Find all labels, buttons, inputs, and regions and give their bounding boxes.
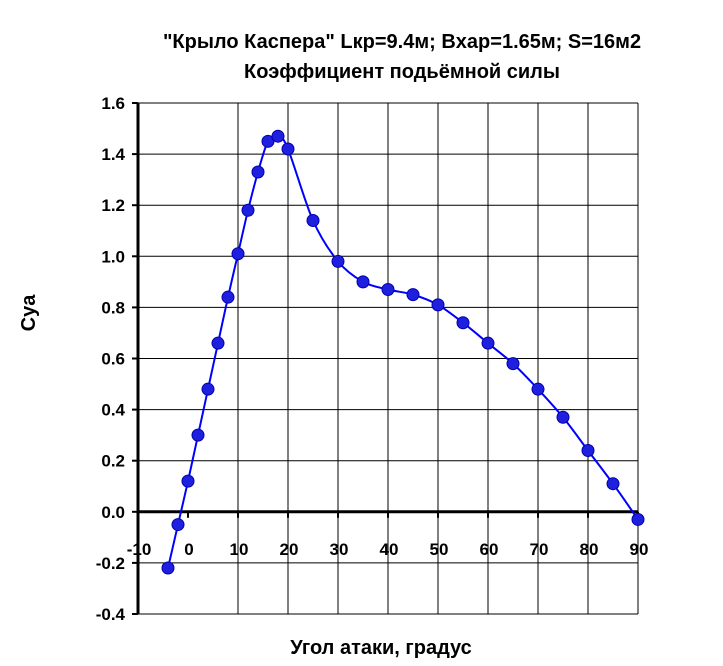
- x-tick-label: 0: [184, 540, 193, 559]
- data-point: [221, 290, 235, 304]
- y-tick-label: 0.6: [101, 350, 125, 369]
- chart-title: "Крыло Каспера" Lкр=9.4м; Bхар=1.65м; S=…: [163, 31, 641, 53]
- data-point: [631, 512, 645, 526]
- x-tick-label: 50: [430, 540, 449, 559]
- data-point: [191, 428, 205, 442]
- y-tick-label: 1.2: [101, 196, 125, 215]
- data-point: [241, 203, 255, 217]
- x-tick-label: 30: [330, 540, 349, 559]
- y-tick-label: 1.4: [101, 145, 125, 164]
- data-point: [181, 474, 195, 488]
- x-tick-label: -10: [127, 540, 152, 559]
- data-point: [506, 357, 520, 371]
- y-tick-label: 0.4: [101, 401, 125, 420]
- x-tick-label: 10: [230, 540, 249, 559]
- data-point: [306, 214, 320, 228]
- x-tick-label: 90: [630, 540, 649, 559]
- data-point: [431, 298, 445, 312]
- chart-subtitle: Коэффициент подьёмной силы: [244, 61, 560, 83]
- data-point: [251, 165, 265, 179]
- data-point: [271, 129, 285, 143]
- y-tick-label: 1.6: [101, 94, 125, 113]
- x-tick-label: 70: [530, 540, 549, 559]
- y-tick-label: 0.8: [101, 298, 125, 317]
- x-tick-labels: -10 0 10 20 30 40 50 60 70 80 90: [127, 540, 649, 559]
- data-point: [201, 382, 215, 396]
- data-point: [556, 410, 570, 424]
- data-point: [231, 247, 245, 261]
- data-point: [331, 254, 345, 268]
- x-axis-label: Угол атаки, градус: [290, 637, 472, 659]
- data-point: [531, 382, 545, 396]
- axes: [132, 102, 639, 615]
- x-tick-label: 60: [480, 540, 499, 559]
- data-point: [381, 283, 395, 297]
- data-point: [406, 288, 420, 302]
- data-point: [606, 477, 620, 491]
- y-tick-label: 1.0: [101, 247, 125, 266]
- x-tick-label: 40: [380, 540, 399, 559]
- data-point: [211, 336, 225, 350]
- data-point: [356, 275, 370, 289]
- data-point: [171, 518, 185, 532]
- data-series: [161, 129, 645, 575]
- data-point: [161, 561, 175, 575]
- data-point: [481, 336, 495, 350]
- y-tick-label: 0.2: [101, 452, 125, 471]
- y-tick-label: -0.2: [96, 554, 125, 573]
- grid: [138, 102, 639, 615]
- y-tick-labels: -0.4 -0.2 0.0 0.2 0.4 0.6 0.8 1.0 1.2 1.4 1.6: [96, 94, 126, 624]
- y-tick-label: 0.0: [101, 503, 125, 522]
- data-point: [581, 443, 595, 457]
- x-tick-label: 80: [580, 540, 599, 559]
- x-tick-label: 20: [280, 540, 299, 559]
- data-point: [281, 142, 295, 156]
- data-point: [456, 316, 470, 330]
- y-tick-label: -0.4: [96, 605, 126, 624]
- y-axis-label: Cya: [18, 294, 40, 332]
